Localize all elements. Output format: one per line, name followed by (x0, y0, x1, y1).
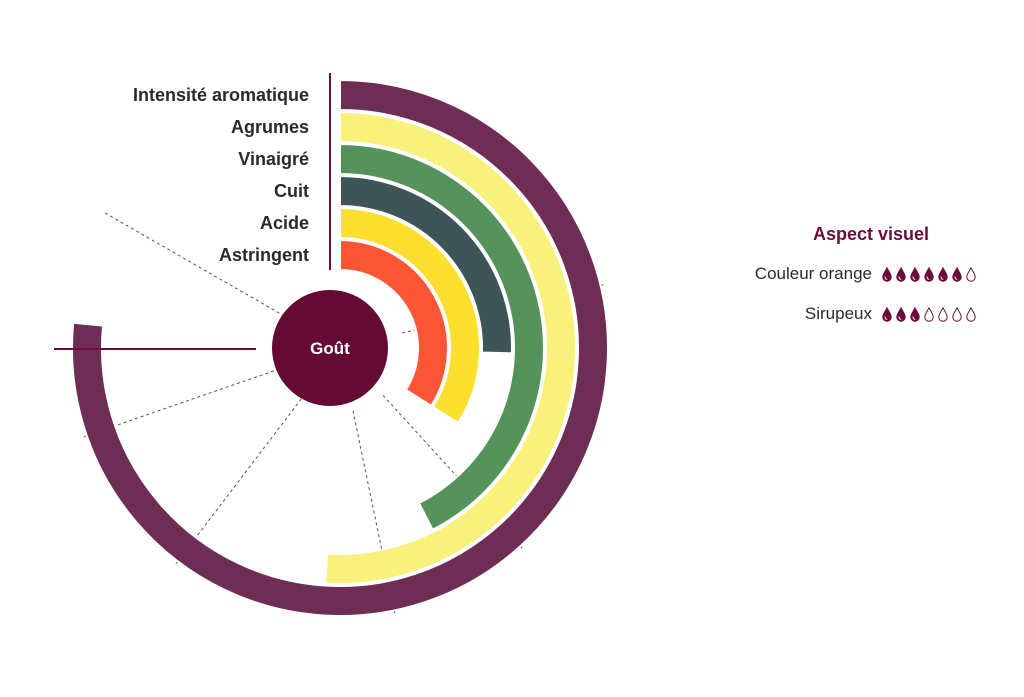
drop-filled-icon (882, 266, 892, 282)
drop-filled-icon (952, 266, 962, 282)
drop-filled-icon (896, 306, 906, 322)
ring-band-1 (324, 110, 577, 585)
aspect-label: Sirupeux (804, 304, 872, 323)
drop-empty-icon (924, 306, 934, 322)
ring-band-4 (339, 206, 481, 425)
drop-filled-icon (938, 266, 948, 282)
drop-empty-icon (938, 306, 948, 322)
ring-band-3 (339, 174, 513, 355)
drop-empty-icon (966, 266, 976, 282)
drop-filled-icon (896, 266, 906, 282)
ring-label-3: Cuit (274, 181, 309, 201)
ring-labels: Intensité aromatique Agrumes Vinaigré Cuit A… (133, 85, 309, 265)
drop-empty-icon (966, 306, 976, 322)
aspect-row-couleur: Couleur orange (730, 261, 1000, 287)
drop-rating (882, 266, 980, 282)
ring-label-5: Astringent (219, 245, 309, 265)
ring-label-4: Acide (260, 213, 309, 233)
ring-band-5 (339, 238, 449, 408)
ring-label-1: Agrumes (231, 117, 309, 137)
ring-label-0: Intensité aromatique (133, 85, 309, 105)
aspect-row-sirupeux: Sirupeux (730, 301, 1000, 327)
drop-rating (882, 306, 980, 322)
drop-filled-icon (910, 266, 920, 282)
ring-band-0 (71, 78, 609, 617)
aspect-visuel-panel: Aspect visuel Couleur orange Sirupeux (730, 224, 1000, 341)
center-circle (272, 290, 388, 406)
aspect-label: Couleur orange (754, 264, 872, 283)
aspect-visuel-title: Aspect visuel (812, 224, 930, 244)
center-label: Goût (310, 339, 350, 358)
drop-filled-icon (882, 306, 892, 322)
ring-label-2: Vinaigré (238, 149, 309, 169)
drop-filled-icon (924, 266, 934, 282)
rings (71, 78, 609, 617)
ring-band-2 (339, 142, 545, 532)
drop-filled-icon (910, 306, 920, 322)
grid-line (102, 211, 285, 317)
drop-empty-icon (952, 306, 962, 322)
